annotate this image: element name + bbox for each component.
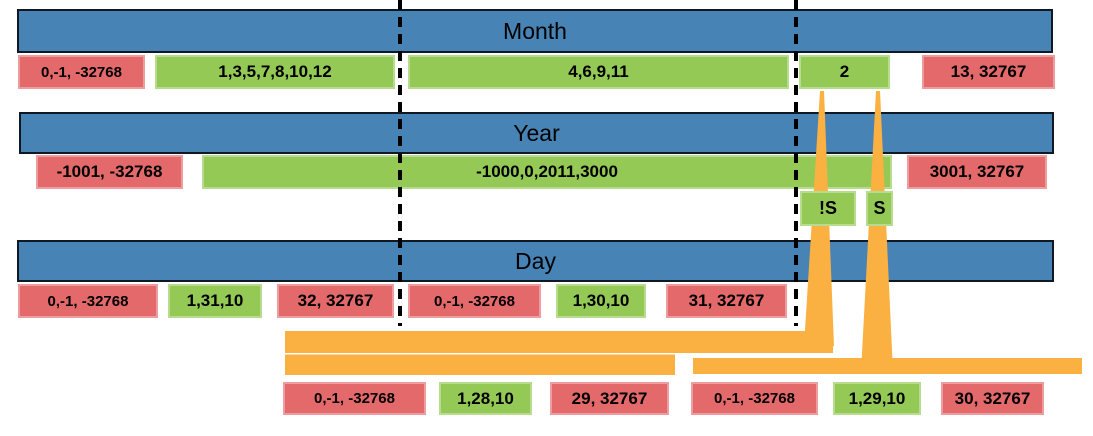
day-class-invalid-low-30: 0,-1, -32768: [408, 284, 541, 318]
day-class-invalid-high-30: 31, 32767: [666, 284, 787, 318]
day-class-invalid-high-31: 32, 32767: [277, 284, 394, 318]
feb-nonleap-class-invalid-high: 29, 32767: [550, 382, 669, 415]
month-class-31-day-months: 1,3,5,7,8,10,12: [155, 55, 395, 89]
feb-leap-class-valid: 1,29,10: [833, 382, 921, 415]
feb-leap-class-invalid-low: 0,-1, -32768: [691, 382, 818, 415]
month-bar: Month: [17, 9, 1053, 53]
funnel-nonleap-band-top: [285, 331, 833, 353]
year-class-invalid-high: 3001, 32767: [907, 155, 1047, 189]
flag-special-leap: S: [866, 191, 893, 226]
month-class-invalid-high: 13, 32767: [922, 55, 1055, 89]
funnel-nonleap-band-bottom: [285, 354, 675, 375]
year-bar: Year: [19, 112, 1054, 154]
flag-not-special-leap: !S: [800, 191, 856, 226]
day-bar: Day: [17, 240, 1054, 282]
day-class-invalid-low-31: 0,-1, -32768: [18, 284, 158, 318]
day-class-valid-31: 1,31,10: [168, 284, 262, 318]
month-class-february: 2: [799, 55, 890, 89]
year-class-valid: -1000,0,2011,3000: [202, 155, 892, 189]
funnel-leap-band: [693, 358, 1082, 374]
month-class-invalid-low: 0,-1, -32768: [18, 55, 145, 89]
month-class-30-day-months: 4,6,9,11: [408, 55, 789, 89]
feb-nonleap-class-valid: 1,28,10: [439, 382, 532, 415]
feb-leap-class-invalid-high: 30, 32767: [941, 382, 1044, 415]
year-class-invalid-low: -1001, -32768: [36, 155, 183, 189]
day-class-valid-30: 1,30,10: [556, 284, 646, 318]
feb-nonleap-class-invalid-low: 0,-1, -32768: [283, 382, 426, 415]
